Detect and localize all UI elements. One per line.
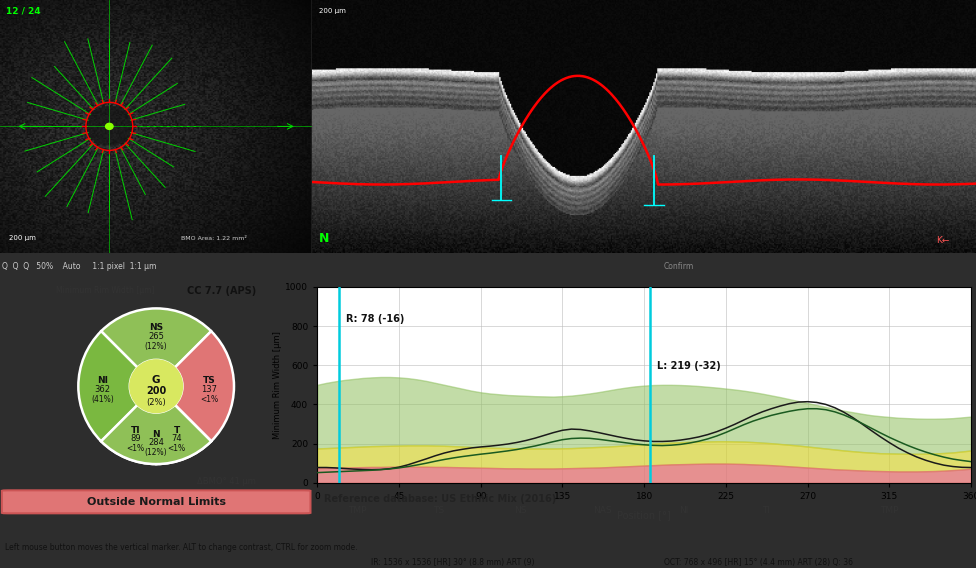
Text: IR: 1536 x 1536 [HR] 30° (8.8 mm) ART (9): IR: 1536 x 1536 [HR] 30° (8.8 mm) ART (9… — [371, 558, 535, 567]
Text: (12%): (12%) — [144, 448, 168, 457]
Text: TMP: TMP — [880, 506, 899, 515]
Text: Minimum Rim Width [µm]: Minimum Rim Width [µm] — [56, 286, 154, 295]
Text: <1%: <1% — [127, 444, 144, 453]
Text: BMO Area: 1.22 mm²: BMO Area: 1.22 mm² — [182, 236, 247, 241]
Text: Left mouse button moves the vertical marker. ALT to change contrast, CTRL for zo: Left mouse button moves the vertical mar… — [5, 543, 357, 552]
Text: N: N — [152, 430, 160, 439]
Circle shape — [105, 123, 113, 130]
Wedge shape — [102, 405, 156, 464]
Text: TI: TI — [131, 426, 141, 435]
Text: TS: TS — [433, 506, 444, 515]
Text: N: N — [319, 232, 329, 245]
Text: 284: 284 — [148, 438, 164, 448]
Text: Reference database: US Ethnic Mix (2016): Reference database: US Ethnic Mix (2016) — [324, 494, 556, 504]
Wedge shape — [102, 308, 211, 367]
Text: ΔBMO° 41 µm: ΔBMO° 41 µm — [197, 477, 257, 486]
Text: 12 / 24: 12 / 24 — [6, 6, 41, 15]
Text: <1%: <1% — [200, 395, 219, 404]
Text: TMP: TMP — [347, 506, 366, 515]
Circle shape — [130, 360, 183, 412]
Text: NS: NS — [149, 323, 163, 332]
Text: L: 219 (-32): L: 219 (-32) — [657, 361, 720, 371]
Text: K←: K← — [936, 236, 950, 245]
Text: CC 7.7 (APS): CC 7.7 (APS) — [187, 286, 257, 296]
Wedge shape — [102, 405, 211, 464]
Text: (12%): (12%) — [144, 341, 168, 350]
Text: R: 78 (-16): R: 78 (-16) — [346, 314, 405, 324]
Text: Confirm: Confirm — [664, 262, 694, 272]
Text: T: T — [174, 426, 180, 435]
Text: Outside Normal Limits: Outside Normal Limits — [87, 497, 225, 507]
Text: Position [°]: Position [°] — [617, 510, 671, 520]
Wedge shape — [78, 331, 138, 441]
Text: 74: 74 — [172, 435, 182, 444]
Text: G: G — [152, 375, 160, 385]
Text: (2%): (2%) — [146, 398, 166, 407]
Wedge shape — [156, 405, 211, 464]
Y-axis label: Minimum Rim Width [µm]: Minimum Rim Width [µm] — [273, 331, 282, 438]
Text: 200 µm: 200 µm — [10, 235, 36, 241]
Text: NI: NI — [679, 506, 689, 515]
Text: OCT: 768 x 496 [HR] 15° (4.4 mm) ART (28) Q: 36: OCT: 768 x 496 [HR] 15° (4.4 mm) ART (28… — [664, 558, 853, 567]
Text: NS: NS — [514, 506, 527, 515]
Text: NAS: NAS — [593, 506, 612, 515]
Text: 200 µm: 200 µm — [319, 7, 346, 14]
Text: 362: 362 — [95, 385, 110, 394]
Text: Q  Q  Q   50%    Auto     1:1 pixel  1:1 µm: Q Q Q 50% Auto 1:1 pixel 1:1 µm — [2, 262, 156, 272]
Text: 137: 137 — [202, 385, 218, 394]
FancyBboxPatch shape — [2, 490, 310, 513]
Text: 89: 89 — [131, 435, 141, 444]
Wedge shape — [175, 331, 234, 441]
Text: NI: NI — [98, 377, 108, 386]
Text: TS: TS — [203, 377, 216, 386]
Text: 265: 265 — [148, 332, 164, 341]
Text: <1%: <1% — [168, 444, 185, 453]
Text: 200: 200 — [146, 386, 166, 396]
Text: TI: TI — [762, 506, 770, 515]
Text: (41%): (41%) — [92, 395, 114, 404]
